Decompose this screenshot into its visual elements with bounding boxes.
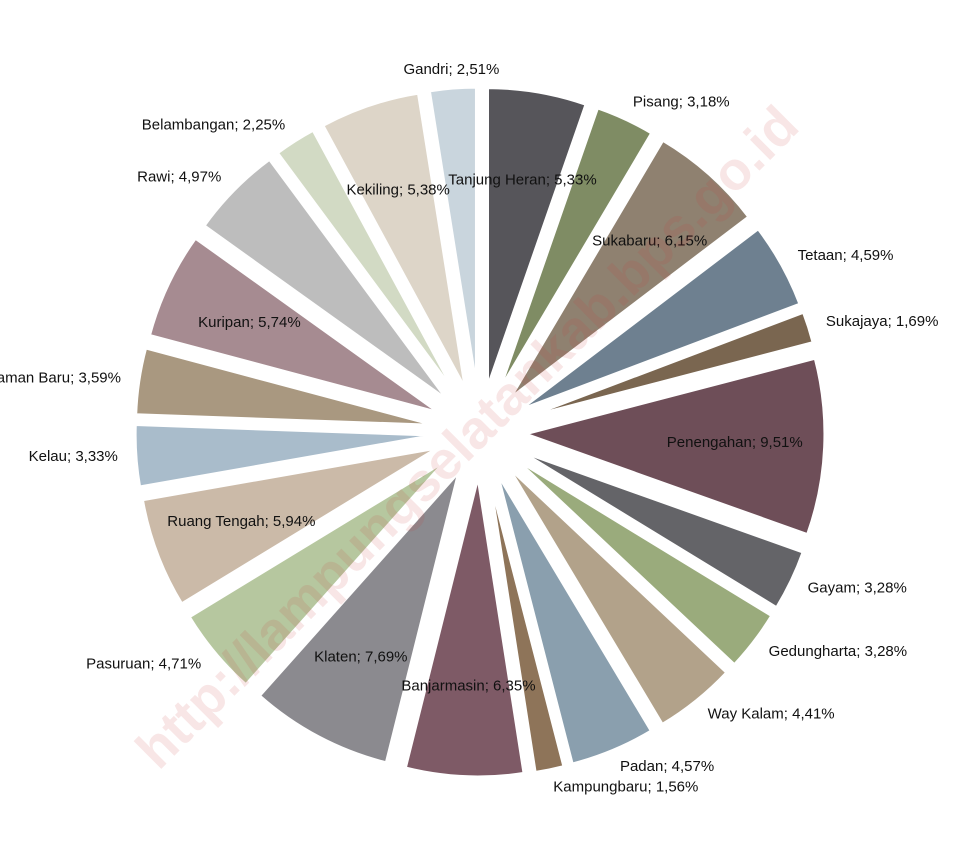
data-label: Kekiling; 5,38% xyxy=(346,181,449,198)
pie-slice xyxy=(147,236,441,415)
data-label: Kampungbaru; 1,56% xyxy=(553,778,698,795)
pie-slice xyxy=(487,475,566,775)
data-label: Way Kalam; 4,41% xyxy=(708,706,835,723)
pie-slice xyxy=(506,465,729,727)
data-label: Banjarmasin; 6,35% xyxy=(401,678,535,695)
pie-slice xyxy=(514,458,774,667)
data-label: Penengahan; 9,51% xyxy=(667,434,803,451)
data-label: Klaten; 7,69% xyxy=(314,648,407,665)
pie-slice xyxy=(495,472,654,766)
data-label: Rawi; 4,97% xyxy=(137,168,221,185)
data-label: Sukajaya; 1,69% xyxy=(826,313,939,330)
pie-slice xyxy=(497,105,654,392)
data-label: Pasuruan; 4,71% xyxy=(86,655,201,672)
pie-slice xyxy=(403,476,526,779)
data-label: Padan; 4,57% xyxy=(620,758,714,775)
data-label: Gedungharta; 3,28% xyxy=(769,643,907,660)
pie-slice xyxy=(134,346,436,427)
pie-slice xyxy=(257,470,461,765)
pie-slice xyxy=(187,459,447,687)
pie-slice xyxy=(140,446,439,606)
data-label: Pisang; 3,18% xyxy=(633,94,730,111)
pie-slice xyxy=(518,226,802,412)
pie-slice xyxy=(508,138,751,400)
pie-slice xyxy=(427,85,478,388)
data-label: Ruang Tengah; 5,94% xyxy=(167,513,315,530)
data-label: Gayam; 3,28% xyxy=(808,579,907,596)
data-label: Gandri; 2,51% xyxy=(403,61,499,78)
data-label: Belambangan; 2,25% xyxy=(142,117,285,134)
pie-slice xyxy=(519,356,827,537)
pie-slice xyxy=(201,157,450,402)
pie-slice xyxy=(320,91,468,391)
pie-slice xyxy=(519,449,806,610)
pie-slice xyxy=(133,422,436,489)
pie-slice xyxy=(485,86,588,389)
pie-slice xyxy=(522,310,815,420)
data-label: Kuripan; 5,74% xyxy=(198,314,301,331)
data-label: Tetaan; 4,59% xyxy=(798,247,894,264)
data-label: Taman Baru; 3,59% xyxy=(0,369,121,386)
data-label: Tanjung Heran; 5,33% xyxy=(448,172,596,189)
data-label: Sukabaru; 6,15% xyxy=(592,233,707,250)
pie-slice xyxy=(275,128,458,395)
data-label: Kelau; 3,33% xyxy=(29,448,118,465)
